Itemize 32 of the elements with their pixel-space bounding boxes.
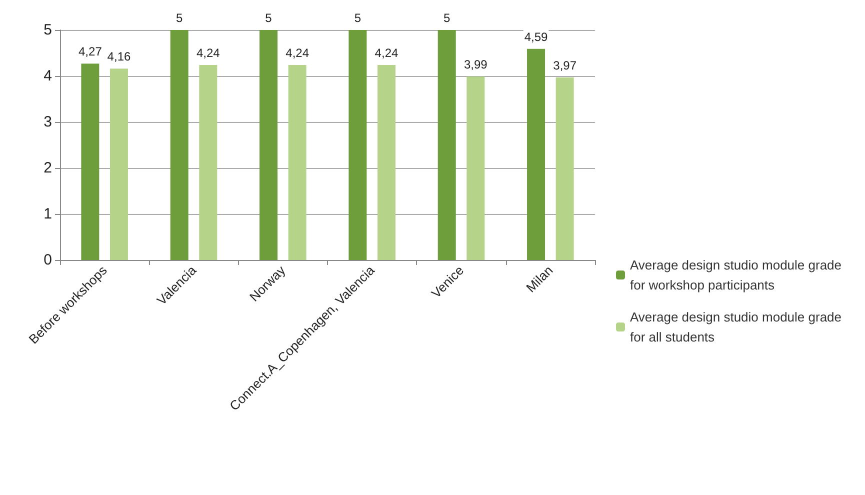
bar bbox=[377, 64, 396, 260]
data-label: 4,24 bbox=[374, 46, 398, 60]
data-label: 4,24 bbox=[196, 46, 220, 60]
legend-label: Average design studio module grade for all students bbox=[630, 310, 846, 344]
data-label: 5 bbox=[354, 11, 362, 25]
bar bbox=[260, 30, 278, 260]
y-tick-label: 2 bbox=[44, 160, 52, 176]
data-label: 4,27 bbox=[78, 44, 102, 59]
data-label: 5 bbox=[265, 11, 272, 25]
y-tick-label: 5 bbox=[44, 22, 52, 38]
bar bbox=[288, 64, 306, 260]
bar bbox=[81, 64, 100, 260]
data-label: 4,24 bbox=[286, 46, 310, 60]
bar bbox=[199, 64, 218, 260]
y-tick-label: 4 bbox=[44, 68, 52, 84]
data-label: 3,97 bbox=[553, 58, 577, 72]
bar bbox=[527, 48, 546, 260]
data-label: 4,59 bbox=[524, 30, 548, 44]
bar bbox=[556, 77, 574, 260]
bar bbox=[466, 76, 485, 260]
bar bbox=[438, 30, 456, 260]
bar bbox=[170, 30, 188, 260]
data-label: 3,99 bbox=[464, 57, 488, 72]
bar bbox=[348, 30, 367, 260]
y-tick-label: 1 bbox=[44, 206, 52, 222]
data-label: 5 bbox=[176, 11, 184, 25]
bar bbox=[110, 68, 128, 260]
y-tick-label: 0 bbox=[44, 252, 52, 268]
legend-label: Average design studio module grade for workshop participants bbox=[630, 258, 846, 292]
data-label: 5 bbox=[444, 11, 451, 25]
data-label: 4,16 bbox=[107, 50, 131, 64]
y-tick-label: 3 bbox=[44, 114, 52, 130]
